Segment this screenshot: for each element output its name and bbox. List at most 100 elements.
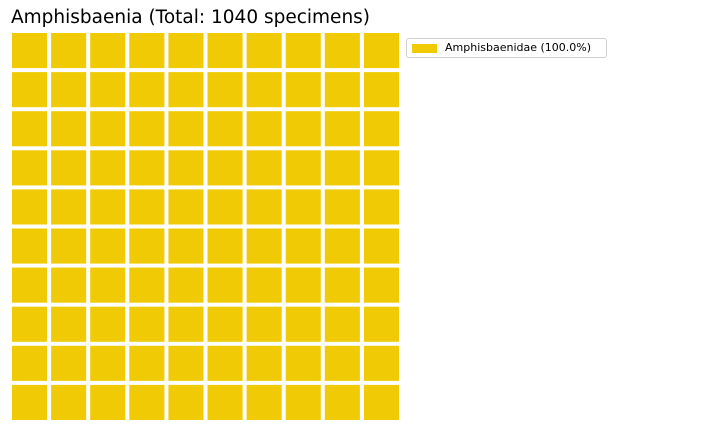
waffle-cell-amphisbaenidae xyxy=(285,111,321,147)
waffle-cell-amphisbaenidae xyxy=(207,189,243,225)
waffle-cell-amphisbaenidae xyxy=(129,384,165,420)
waffle-cell-amphisbaenidae xyxy=(363,72,399,108)
waffle-cell-amphisbaenidae xyxy=(168,345,204,381)
waffle-cell-amphisbaenidae xyxy=(129,189,165,225)
waffle-cell-amphisbaenidae xyxy=(12,33,48,69)
waffle-cell-amphisbaenidae xyxy=(51,384,87,420)
waffle-cell-amphisbaenidae xyxy=(363,267,399,303)
waffle-cell-amphisbaenidae xyxy=(12,189,48,225)
waffle-cell-amphisbaenidae xyxy=(363,33,399,69)
waffle-cell-amphisbaenidae xyxy=(363,384,399,420)
waffle-cell-amphisbaenidae xyxy=(129,345,165,381)
waffle-cell-amphisbaenidae xyxy=(90,228,126,264)
waffle-cell-amphisbaenidae xyxy=(246,306,282,342)
waffle-cell-amphisbaenidae xyxy=(363,306,399,342)
waffle-cell-amphisbaenidae xyxy=(129,33,165,69)
waffle-cell-amphisbaenidae xyxy=(207,228,243,264)
waffle-cell-amphisbaenidae xyxy=(129,306,165,342)
waffle-cell-amphisbaenidae xyxy=(285,267,321,303)
waffle-cell-amphisbaenidae xyxy=(51,33,87,69)
waffle-cell-amphisbaenidae xyxy=(129,111,165,147)
waffle-cell-amphisbaenidae xyxy=(246,384,282,420)
waffle-cell-amphisbaenidae xyxy=(246,189,282,225)
waffle-cell-amphisbaenidae xyxy=(129,267,165,303)
waffle-cell-amphisbaenidae xyxy=(90,72,126,108)
waffle-cell-amphisbaenidae xyxy=(12,306,48,342)
waffle-cell-amphisbaenidae xyxy=(12,228,48,264)
waffle-cell-amphisbaenidae xyxy=(12,345,48,381)
waffle-cell-amphisbaenidae xyxy=(363,228,399,264)
waffle-cell-amphisbaenidae xyxy=(207,72,243,108)
waffle-cell-amphisbaenidae xyxy=(207,33,243,69)
waffle-cell-amphisbaenidae xyxy=(285,228,321,264)
waffle-cell-amphisbaenidae xyxy=(12,111,48,147)
waffle-cell-amphisbaenidae xyxy=(168,384,204,420)
waffle-cell-amphisbaenidae xyxy=(90,345,126,381)
waffle-cell-amphisbaenidae xyxy=(207,111,243,147)
waffle-cell-amphisbaenidae xyxy=(51,345,87,381)
waffle-cell-amphisbaenidae xyxy=(324,345,360,381)
waffle-cell-amphisbaenidae xyxy=(168,33,204,69)
waffle-cell-amphisbaenidae xyxy=(12,72,48,108)
chart-title: Amphisbaenia (Total: 1040 specimens) xyxy=(11,7,371,28)
waffle-cell-amphisbaenidae xyxy=(90,33,126,69)
waffle-cell-amphisbaenidae xyxy=(324,267,360,303)
waffle-cell-amphisbaenidae xyxy=(90,150,126,186)
waffle-cell-amphisbaenidae xyxy=(168,267,204,303)
waffle-cell-amphisbaenidae xyxy=(207,345,243,381)
waffle-cell-amphisbaenidae xyxy=(207,384,243,420)
waffle-cell-amphisbaenidae xyxy=(246,33,282,69)
waffle-cell-amphisbaenidae xyxy=(246,150,282,186)
legend: Amphisbaenidae (100.0%) xyxy=(406,38,607,58)
waffle-cell-amphisbaenidae xyxy=(246,228,282,264)
waffle-cell-amphisbaenidae xyxy=(324,384,360,420)
legend-label-amphisbaenidae: Amphisbaenidae (100.0%) xyxy=(445,41,592,54)
legend-swatch-amphisbaenidae xyxy=(412,44,437,53)
waffle-cell-amphisbaenidae xyxy=(168,111,204,147)
waffle-cell-amphisbaenidae xyxy=(129,150,165,186)
waffle-cell-amphisbaenidae xyxy=(207,306,243,342)
waffle-cell-amphisbaenidae xyxy=(324,306,360,342)
waffle-cell-amphisbaenidae xyxy=(246,72,282,108)
waffle-cell-amphisbaenidae xyxy=(90,267,126,303)
waffle-cell-amphisbaenidae xyxy=(90,189,126,225)
waffle-cell-amphisbaenidae xyxy=(324,33,360,69)
waffle-cell-amphisbaenidae xyxy=(51,267,87,303)
waffle-cell-amphisbaenidae xyxy=(207,267,243,303)
waffle-cell-amphisbaenidae xyxy=(168,228,204,264)
waffle-cell-amphisbaenidae xyxy=(207,150,243,186)
waffle-cell-amphisbaenidae xyxy=(363,111,399,147)
waffle-cell-amphisbaenidae xyxy=(129,72,165,108)
waffle-cell-amphisbaenidae xyxy=(51,150,87,186)
waffle-cell-amphisbaenidae xyxy=(363,345,399,381)
waffle-cell-amphisbaenidae xyxy=(285,345,321,381)
waffle-cell-amphisbaenidae xyxy=(12,384,48,420)
waffle-cell-amphisbaenidae xyxy=(285,72,321,108)
waffle-cell-amphisbaenidae xyxy=(324,189,360,225)
waffle-cell-amphisbaenidae xyxy=(246,111,282,147)
waffle-cell-amphisbaenidae xyxy=(168,72,204,108)
waffle-cell-amphisbaenidae xyxy=(324,111,360,147)
waffle-cell-amphisbaenidae xyxy=(90,111,126,147)
waffle-cell-amphisbaenidae xyxy=(324,150,360,186)
waffle-cell-amphisbaenidae xyxy=(246,267,282,303)
waffle-cell-amphisbaenidae xyxy=(90,384,126,420)
waffle-cell-amphisbaenidae xyxy=(51,72,87,108)
waffle-cell-amphisbaenidae xyxy=(246,345,282,381)
waffle-cell-amphisbaenidae xyxy=(324,72,360,108)
waffle-cell-amphisbaenidae xyxy=(285,306,321,342)
waffle-cell-amphisbaenidae xyxy=(51,306,87,342)
waffle-cell-amphisbaenidae xyxy=(285,189,321,225)
waffle-cell-amphisbaenidae xyxy=(129,228,165,264)
waffle-chart xyxy=(12,33,399,420)
waffle-cell-amphisbaenidae xyxy=(324,228,360,264)
waffle-cell-amphisbaenidae xyxy=(285,384,321,420)
waffle-cell-amphisbaenidae xyxy=(168,189,204,225)
waffle-cell-amphisbaenidae xyxy=(363,189,399,225)
waffle-cell-amphisbaenidae xyxy=(51,111,87,147)
waffle-cell-amphisbaenidae xyxy=(363,150,399,186)
waffle-cell-amphisbaenidae xyxy=(90,306,126,342)
waffle-cell-amphisbaenidae xyxy=(51,189,87,225)
waffle-cell-amphisbaenidae xyxy=(168,150,204,186)
waffle-cell-amphisbaenidae xyxy=(51,228,87,264)
